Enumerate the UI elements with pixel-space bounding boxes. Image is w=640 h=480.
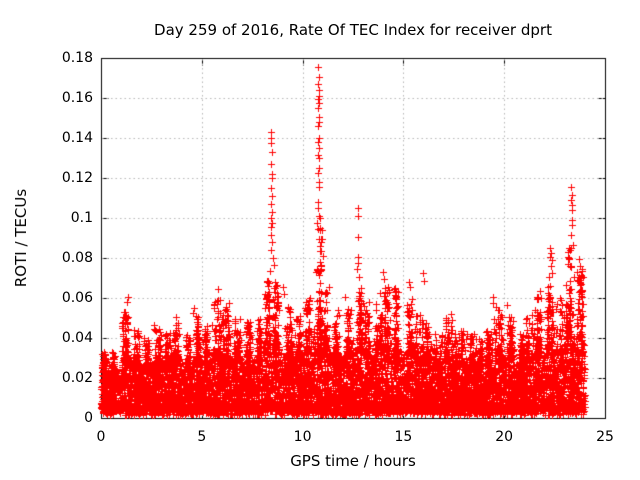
x-tick-label: 20 (495, 429, 514, 445)
plot-title: Day 259 of 2016, Rate Of TEC Index for r… (154, 21, 552, 39)
y-axis-label: ROTI / TECUs (12, 188, 30, 288)
y-tick-label: 0 (84, 410, 93, 426)
y-tick-label: 0.16 (61, 90, 93, 106)
x-tick-label: 5 (197, 429, 207, 445)
y-tick-label: 0.08 (61, 250, 93, 266)
y-tick-label: 0.1 (70, 210, 93, 226)
y-tick-label: 0.14 (61, 130, 93, 146)
x-tick-label: 15 (394, 429, 413, 445)
y-tick-label: 0.06 (61, 290, 93, 306)
x-axis-label: GPS time / hours (290, 452, 416, 470)
y-tick-label: 0.12 (61, 170, 93, 186)
y-tick-label: 0.04 (61, 330, 93, 346)
x-tick-label: 0 (96, 429, 106, 445)
x-tick-label: 25 (596, 429, 614, 445)
y-tick-label: 0.18 (61, 50, 93, 66)
y-tick-label: 0.02 (61, 370, 93, 386)
x-tick-label: 10 (293, 429, 312, 445)
